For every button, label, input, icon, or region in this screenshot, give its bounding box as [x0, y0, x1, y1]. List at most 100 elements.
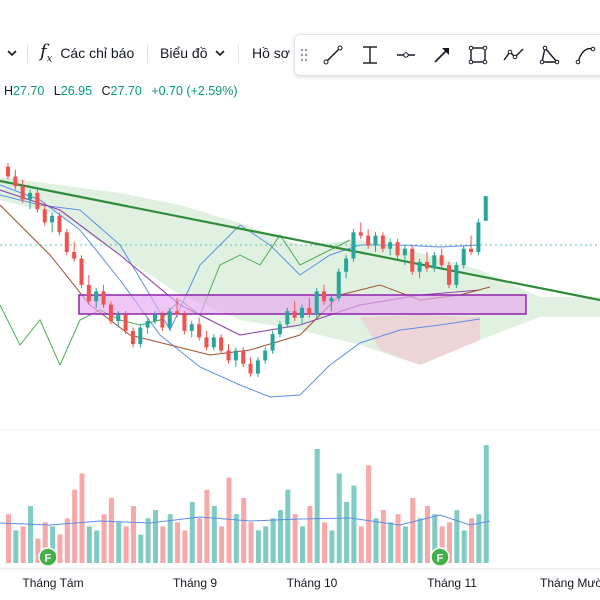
candle — [138, 324, 143, 348]
chart-type-button[interactable]: Biểu đồ — [160, 40, 226, 66]
volume-bar — [476, 514, 482, 563]
x-tick-label: Tháng 10 — [287, 576, 338, 590]
trend-line-icon[interactable] — [319, 41, 347, 69]
candle — [344, 255, 349, 279]
event-marker-f[interactable]: F — [430, 547, 450, 567]
volume-bar — [197, 518, 203, 563]
candle — [101, 284, 106, 308]
indicators-button[interactable]: fx Các chỉ báo — [40, 40, 134, 66]
volume-bar — [307, 506, 313, 563]
volume-bar — [270, 518, 276, 563]
drawing-toolbar — [294, 34, 600, 76]
volume-bar — [344, 501, 350, 563]
candle — [175, 298, 180, 318]
volume-bar — [432, 514, 438, 563]
event-marker-f[interactable]: F — [38, 547, 58, 567]
volume-bar — [483, 445, 489, 563]
volume-bar — [314, 449, 320, 563]
high-label: H — [4, 84, 14, 98]
price-chart[interactable]: F F Tháng Tám Tháng 9 Tháng 10 Tháng 11 … — [0, 105, 600, 600]
candle — [432, 252, 437, 272]
candle — [50, 212, 55, 233]
volume-bar — [57, 534, 63, 563]
rectangle-icon[interactable] — [464, 41, 492, 69]
profile-label: Hồ sơ — [252, 45, 290, 61]
svg-text:F: F — [45, 553, 52, 565]
volume-bar — [167, 514, 173, 563]
ohlc-legend: H27.70 L26.95 C27.70 +0.70 (+2.59%) — [4, 84, 237, 98]
volume-bar — [322, 522, 328, 563]
volume-bar — [219, 526, 225, 563]
candle — [351, 229, 356, 262]
candle — [329, 294, 334, 312]
toolbar-divider — [27, 44, 28, 62]
x-tick-label: Tháng Mười — [540, 576, 600, 590]
chevron-down-icon[interactable] — [6, 40, 20, 66]
volume-bar — [410, 497, 416, 563]
volume-bar — [138, 534, 144, 563]
volume-bar — [447, 522, 452, 563]
volume-bar — [189, 501, 195, 563]
candle — [300, 304, 304, 325]
horizontal-line-icon[interactable] — [392, 41, 420, 69]
curve-icon[interactable] — [572, 41, 600, 69]
volume-bar — [160, 526, 166, 563]
trend-line[interactable] — [0, 179, 600, 302]
volume-bar — [79, 473, 85, 563]
volume-bar — [358, 526, 364, 563]
ichimoku-cloud — [0, 177, 600, 365]
candle — [395, 238, 400, 259]
candle — [211, 334, 216, 351]
volume-bar — [417, 518, 423, 563]
volume-bar — [292, 514, 298, 563]
volume-bars — [6, 445, 489, 563]
volume-bar — [461, 530, 467, 563]
chevron-down-icon — [215, 50, 226, 57]
volume-bar — [204, 489, 210, 563]
drag-handle-icon[interactable] — [297, 41, 311, 69]
volume-bar — [402, 526, 408, 563]
candle — [35, 189, 40, 213]
candle — [410, 245, 415, 275]
volume-bar — [373, 518, 379, 563]
candlesticks — [6, 163, 488, 377]
triangle-icon[interactable] — [536, 41, 564, 69]
volume-bar — [64, 518, 70, 563]
candle — [241, 347, 246, 367]
candle — [476, 219, 481, 256]
candle — [380, 232, 385, 252]
volume-bar — [72, 489, 78, 563]
candle — [439, 248, 444, 269]
candle — [116, 311, 121, 328]
candle — [57, 212, 62, 236]
candle — [72, 242, 77, 262]
candle — [94, 288, 99, 308]
low-label: L — [53, 84, 61, 98]
volume-bar — [388, 522, 394, 563]
candle — [233, 347, 238, 367]
volume-bar — [469, 518, 475, 563]
volume-bar — [226, 477, 232, 563]
candle — [285, 307, 290, 328]
profile-button[interactable]: Hồ sơ — [252, 40, 290, 66]
candle — [64, 229, 69, 256]
candle — [270, 330, 275, 354]
candle — [182, 311, 187, 335]
volume-bar — [454, 510, 460, 563]
candle — [314, 288, 319, 318]
x-tick-label: Tháng 9 — [173, 576, 217, 590]
indicators-label: Các chỉ báo — [60, 45, 135, 61]
candle — [130, 327, 135, 348]
path-icon[interactable] — [500, 41, 528, 69]
close-value: 27.70 — [110, 84, 142, 98]
candle — [469, 235, 474, 256]
x-tick-label: Tháng 11 — [427, 576, 477, 590]
vertical-range-icon[interactable] — [356, 41, 384, 69]
arrow-icon[interactable] — [428, 41, 456, 69]
time-axis: Tháng Tám Tháng 9 Tháng 10 Tháng 11 Thán… — [0, 568, 600, 590]
volume-bar — [277, 510, 283, 563]
candle — [483, 196, 488, 221]
volume-bar — [108, 497, 114, 563]
candle — [373, 232, 378, 252]
volume-bar — [182, 530, 188, 563]
